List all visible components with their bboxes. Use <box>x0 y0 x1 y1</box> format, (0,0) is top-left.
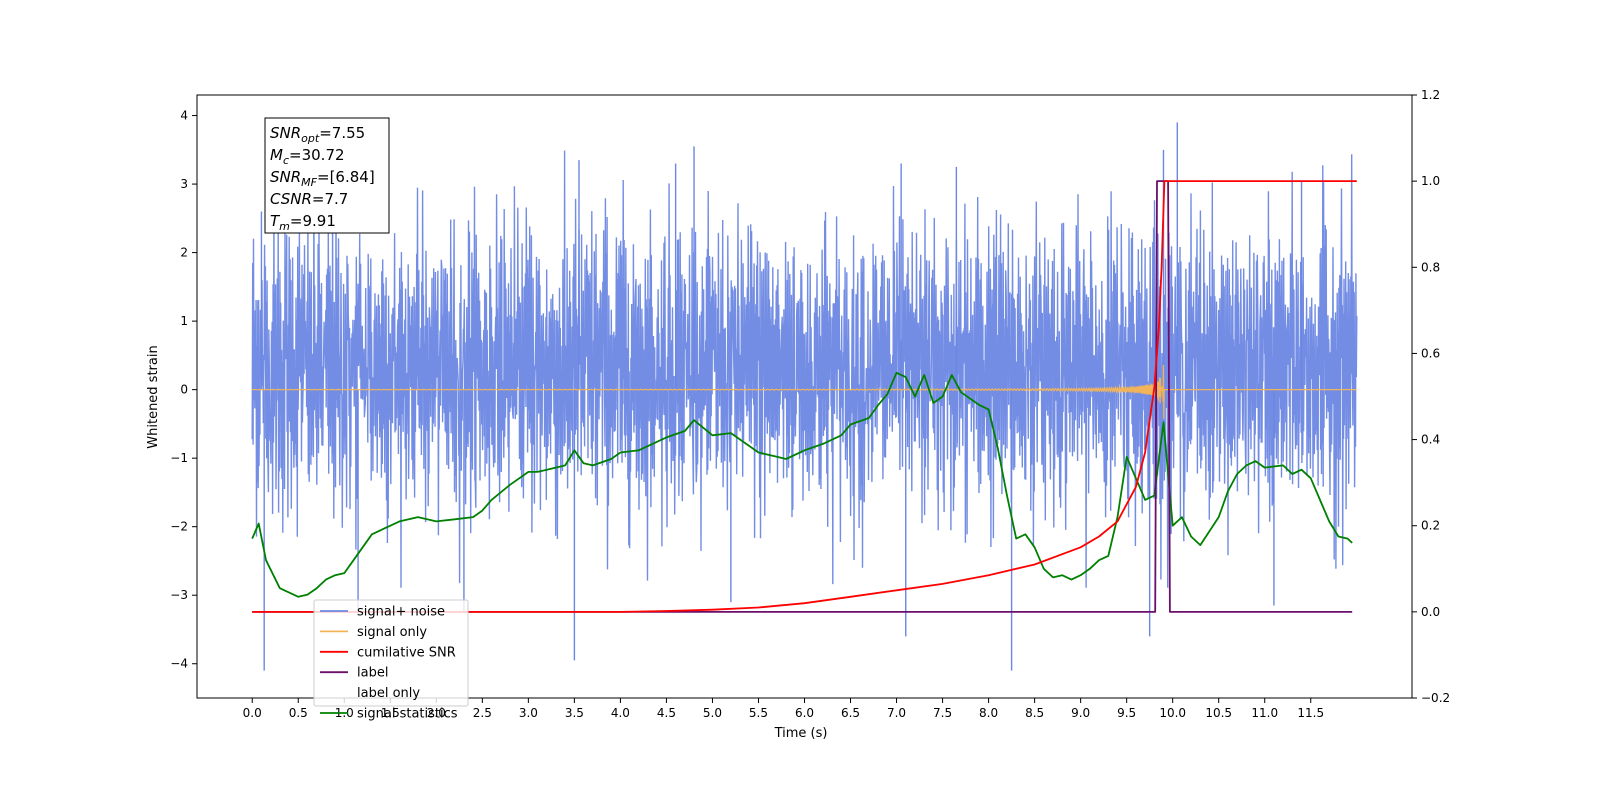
x-tick-label: 11.5 <box>1297 706 1324 720</box>
legend-entry: label only <box>357 686 420 701</box>
y-right-tick-label: 0.6 <box>1421 346 1440 360</box>
y-right-tick-label: 0.2 <box>1421 519 1440 533</box>
x-tick-label: 1.5 <box>381 706 400 720</box>
y-left-tick-label: 1 <box>180 314 188 328</box>
y-right-tick-label: 1.2 <box>1421 88 1440 102</box>
annotation-frame <box>264 117 390 234</box>
x-tick-label: 4.0 <box>611 706 630 720</box>
x-tick-label: 5.5 <box>749 706 768 720</box>
series-signal-only <box>252 364 1357 420</box>
y-left-tick-label: −1 <box>170 451 188 465</box>
x-tick-label: 3.5 <box>565 706 584 720</box>
y-left-tick-label: −2 <box>170 520 188 534</box>
y-right-tick-label: −0.2 <box>1421 691 1450 705</box>
legend-entry: cumilative SNR <box>357 645 456 660</box>
series-signal-plus-noise <box>251 150 1358 588</box>
y-left-tick-label: 4 <box>180 109 188 123</box>
series-layer <box>251 122 1358 671</box>
x-tick-label: 5.0 <box>703 706 722 720</box>
series-signal-statistics <box>251 371 1353 598</box>
y-right-tick-label: 0.4 <box>1421 433 1440 447</box>
x-axis: 0.0 0.5 1.0 1.5 2.0 2.5 3.0 3.5 4.0 4.5 5.0 5.5 6.0 6… <box>243 698 1324 720</box>
x-tick-label: 3.0 <box>519 706 538 720</box>
y-axis-label: Whitened strain <box>146 345 161 448</box>
x-tick-label: 6.5 <box>841 706 860 720</box>
x-tick-label: 8.5 <box>1025 706 1044 720</box>
x-tick-label: 2.5 <box>473 706 492 720</box>
x-tick-label: 6.0 <box>795 706 814 720</box>
y-right-tick-label: 0.0 <box>1421 605 1440 619</box>
x-tick-label: 11.0 <box>1251 706 1278 720</box>
x-tick-label: 9.0 <box>1071 706 1090 720</box>
x-tick-label: 10.0 <box>1159 706 1186 720</box>
legend-entry: label <box>357 666 388 681</box>
y-left-tick-label: 0 <box>180 383 188 397</box>
y-right-tick-label: 1.0 <box>1421 174 1440 188</box>
annotation-line: Tm=9.91 <box>270 212 336 233</box>
legend-frame <box>313 599 469 707</box>
y-left-tick-label: 3 <box>180 177 188 191</box>
x-tick-label: 0.0 <box>243 706 262 720</box>
x-tick-label: 9.5 <box>1117 706 1136 720</box>
series-label <box>252 180 1353 613</box>
x-tick-label: 7.5 <box>933 706 952 720</box>
annotation-line: Mc=30.72 <box>270 146 345 167</box>
y-axis-left: −4 −3 −2 −1 0 1 2 3 4 <box>170 109 197 671</box>
y-left-tick-label: −4 <box>170 657 188 671</box>
x-tick-label: 8.0 <box>979 706 998 720</box>
y-axis-right: −0.2 0.0 0.2 0.4 0.6 0.8 1.0 1.2 <box>1412 88 1450 705</box>
series-cumulative-snr <box>252 180 1357 613</box>
x-tick-label: 2.0 <box>427 706 446 720</box>
x-tick-label: 0.5 <box>289 706 308 720</box>
legend-entry: signal statistics <box>357 707 458 722</box>
x-tick-label: 10.5 <box>1205 706 1232 720</box>
annotation-line: CSNR=7.7 <box>270 190 348 208</box>
x-tick-label: 7.0 <box>887 706 906 720</box>
annotation-line: SNRMF=[6.84] <box>270 168 375 189</box>
legend-entry: signal only <box>357 625 427 640</box>
y-left-tick-label: 2 <box>180 246 188 260</box>
y-right-tick-label: 0.8 <box>1421 260 1440 274</box>
legend-entry: signal+ noise <box>357 605 445 620</box>
x-tick-label: 4.5 <box>657 706 676 720</box>
y-left-tick-label: −3 <box>170 588 188 602</box>
annotation-line: SNRopt=7.55 <box>270 124 365 145</box>
x-axis-label: Time (s) <box>774 726 828 741</box>
legend: signal+ noise signal only cumilative SNR la… <box>313 599 469 722</box>
